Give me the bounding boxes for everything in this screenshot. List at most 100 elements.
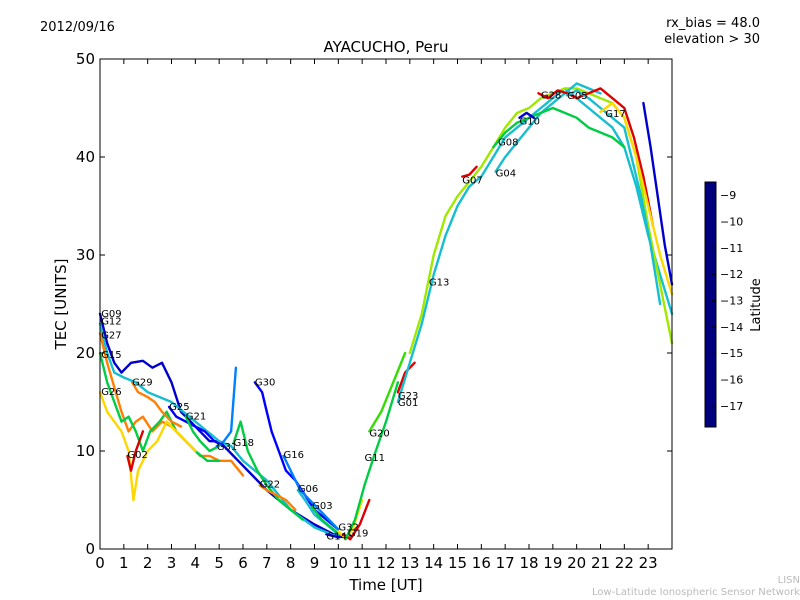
y-axis-label: TEC [UNITS] xyxy=(52,259,70,351)
series-line-g29 xyxy=(131,381,183,428)
x-tick-label: 5 xyxy=(214,554,224,572)
series-line-g31 xyxy=(215,366,238,448)
x-tick-label: 4 xyxy=(191,554,201,572)
series-label-g32: G32 xyxy=(338,522,358,533)
x-tick-label: 0 xyxy=(95,554,105,572)
colorbar-tick-label: −14 xyxy=(720,321,743,334)
series-line-g17 xyxy=(599,101,674,296)
x-tick-label: 13 xyxy=(400,554,419,572)
colorbar xyxy=(704,181,717,428)
x-tick-label: 19 xyxy=(543,554,562,572)
series-line-g26 xyxy=(98,391,197,502)
series-label-g09: G09 xyxy=(101,309,121,320)
series-line-g03 xyxy=(310,505,345,539)
series-layer xyxy=(98,82,674,541)
colorbar-tick-label: −16 xyxy=(720,374,743,387)
series-label-g07: G07 xyxy=(462,176,482,187)
series-line-g16 xyxy=(282,454,340,531)
series-label-g26: G26 xyxy=(101,387,121,398)
footer-org-long: Low-Latitude Ionospheric Sensor Network xyxy=(592,587,800,598)
series-line xyxy=(642,101,674,286)
x-tick-label: 20 xyxy=(567,554,586,572)
series-label-g08: G08 xyxy=(498,137,518,148)
series-label-g18: G18 xyxy=(233,438,253,449)
y-axis: 0 10 20 30 40 50 xyxy=(76,50,672,558)
y-tick-label: 0 xyxy=(85,540,95,558)
series-label-g10: G10 xyxy=(519,117,539,128)
x-tick-label: 15 xyxy=(448,554,467,572)
series-label-g29: G29 xyxy=(132,377,152,388)
colorbar-label: Latitude xyxy=(749,278,764,332)
series-line-g21 xyxy=(184,415,221,453)
series-label-g02: G02 xyxy=(127,450,147,461)
series-line-g13 xyxy=(408,87,674,355)
x-tick-label: 6 xyxy=(238,554,248,572)
series-line-g20 xyxy=(368,351,407,433)
date-label: 2012/09/16 xyxy=(40,20,115,35)
series-line-g01 xyxy=(396,87,674,404)
series-line-g28 xyxy=(537,87,655,227)
series-line-g04 xyxy=(494,82,602,173)
series-line-g07 xyxy=(461,165,478,178)
plot-frame xyxy=(99,58,673,550)
colorbar-ticks: −9 −10 −11 −12 −13 −14 −15 −16 −17 xyxy=(712,189,743,413)
series-label-g21: G21 xyxy=(186,412,206,423)
series-label-g04: G04 xyxy=(496,169,516,180)
series-line-g10 xyxy=(518,111,535,119)
series-line-g22 xyxy=(258,484,297,511)
series-line-g18 xyxy=(232,420,304,521)
series-label-g30: G30 xyxy=(255,377,275,388)
x-tick-label: 21 xyxy=(591,554,610,572)
colorbar-tick-label: −12 xyxy=(720,268,743,281)
colorbar-tick-label: −15 xyxy=(720,347,743,360)
series-label-g28: G28 xyxy=(541,90,561,101)
series-label-g16: G16 xyxy=(284,450,304,461)
x-tick-label: 17 xyxy=(496,554,515,572)
series-line-g11 xyxy=(344,381,400,541)
series-label-g12: G12 xyxy=(101,317,121,328)
x-tick-label: 3 xyxy=(167,554,177,572)
x-tick-label: 2 xyxy=(143,554,153,572)
series-label-g15: G15 xyxy=(101,350,121,361)
series-label-g01: G01 xyxy=(398,398,418,409)
series-label-g17: G17 xyxy=(605,109,625,120)
footer-org-short: LISN xyxy=(777,575,800,586)
series-label-g20: G20 xyxy=(369,428,389,439)
series-label-g27: G27 xyxy=(101,330,121,341)
x-tick-label: 18 xyxy=(519,554,538,572)
x-tick-label: 9 xyxy=(310,554,320,572)
chart-title: AYACUCHO, Peru xyxy=(323,38,448,56)
series-label-g13: G13 xyxy=(429,277,449,288)
series-label-g14: G14 xyxy=(326,531,346,542)
series-line-g08 xyxy=(492,106,626,149)
series-label-g05: G05 xyxy=(567,91,587,102)
series-line-g02 xyxy=(126,430,145,472)
x-tick-label: 8 xyxy=(286,554,296,572)
series-label-g11: G11 xyxy=(365,453,385,464)
y-tick-label: 50 xyxy=(76,50,95,68)
elevation-label: elevation > 30 xyxy=(664,32,760,47)
series-label-g25: G25 xyxy=(169,402,189,413)
colorbar-tick-label: −9 xyxy=(720,189,736,202)
series-line-g27 xyxy=(98,332,245,477)
colorbar-tick-label: −17 xyxy=(720,400,743,413)
series-line-g23 xyxy=(396,361,416,394)
series-line-g25 xyxy=(167,405,226,448)
x-axis: 0 1 2 3 4 5 6 7 8 9 10 11 12 13 14 15 16 17 18 19 20 21 22 23 xyxy=(95,59,658,572)
series-label-g23: G23 xyxy=(398,391,418,402)
x-axis-label: Time [UT] xyxy=(348,576,422,594)
series-label-g06: G06 xyxy=(298,484,318,495)
x-tick-label: 16 xyxy=(472,554,491,572)
x-tick-label: 7 xyxy=(262,554,272,572)
colorbar-tick-label: −10 xyxy=(720,216,743,229)
x-tick-label: 12 xyxy=(376,554,395,572)
y-tick-label: 10 xyxy=(76,442,95,460)
rx-bias-label: rx_bias = 48.0 xyxy=(666,16,760,31)
series-label-g19: G19 xyxy=(348,528,368,539)
x-tick-label: 22 xyxy=(615,554,634,572)
colorbar-tick-label: −11 xyxy=(720,242,743,255)
x-tick-label: 14 xyxy=(424,554,443,572)
x-tick-label: 10 xyxy=(329,554,348,572)
series-label-g22: G22 xyxy=(260,479,280,490)
